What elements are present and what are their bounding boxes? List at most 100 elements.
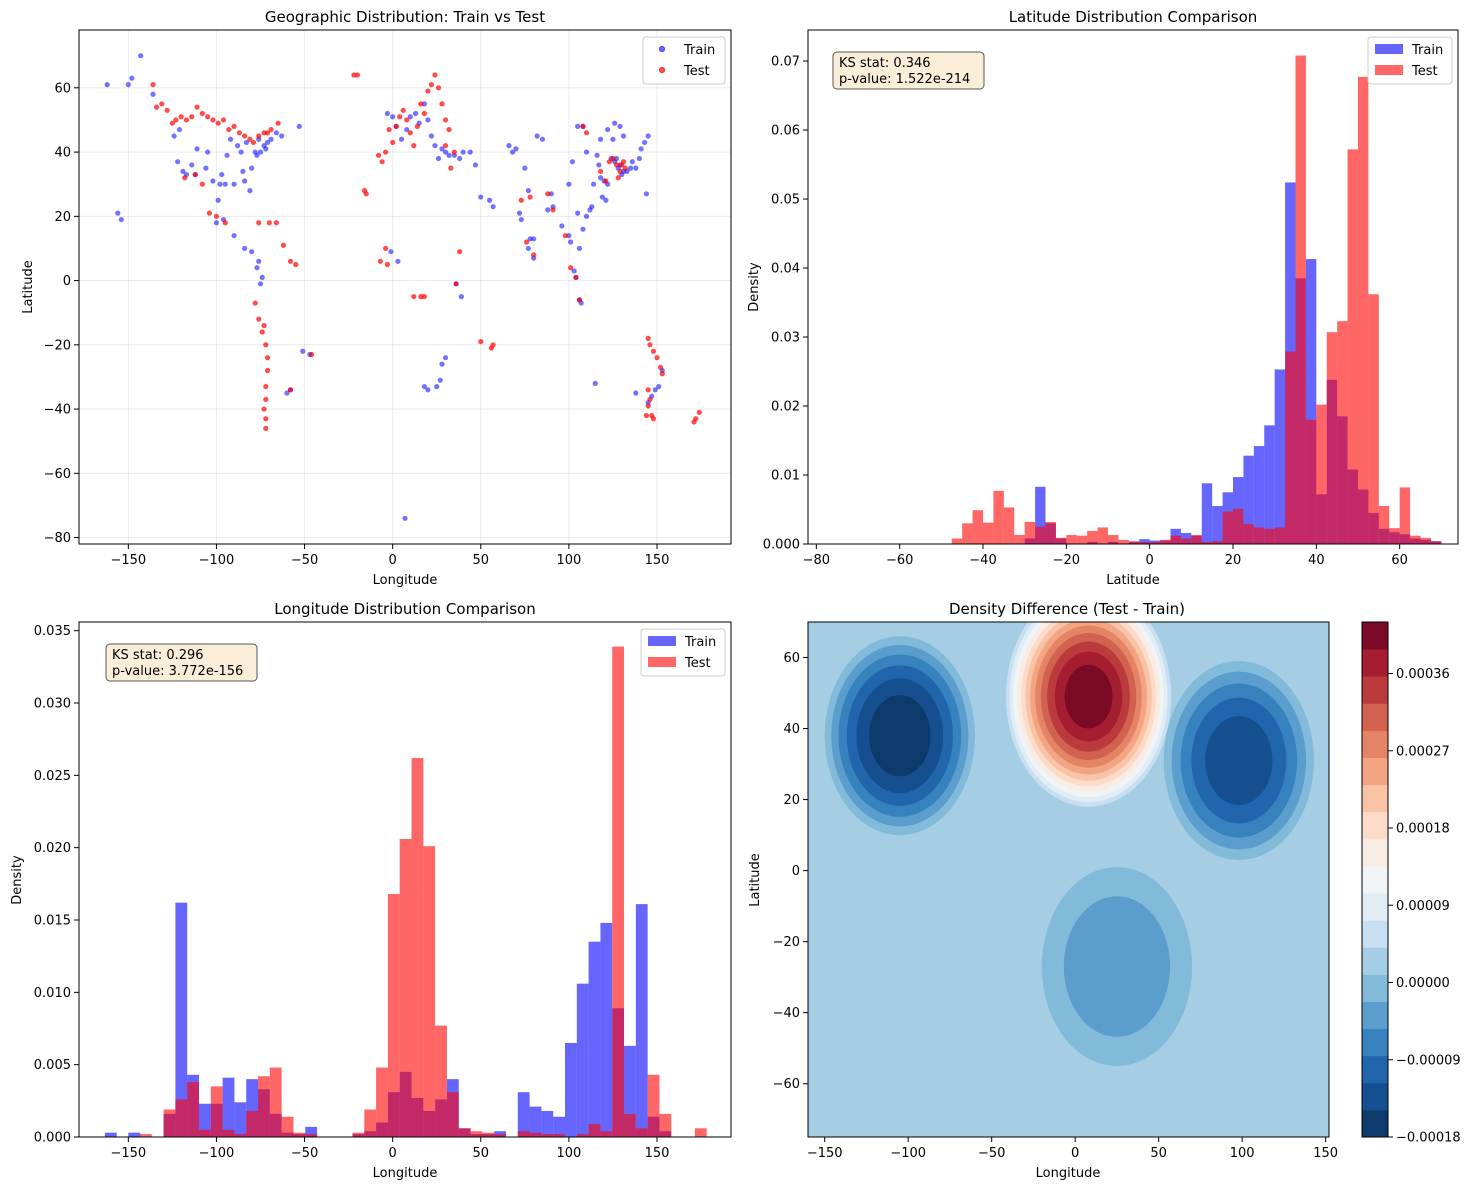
test-point [189, 114, 195, 120]
train-point [171, 133, 177, 139]
scatter-panel: Geographic Distribution: Train vs Test −… [21, 8, 732, 588]
train-point [545, 207, 551, 213]
latitude-hist-test-bar [1087, 530, 1098, 544]
test-point [645, 335, 651, 341]
test-point [659, 371, 665, 377]
latitude-hist-y-tick-label: 0.03 [771, 331, 800, 346]
test-point [418, 101, 424, 107]
test-point [226, 126, 232, 133]
test-point [414, 123, 420, 129]
longitude-hist-test-bar [293, 1132, 306, 1137]
test-point [263, 383, 269, 390]
longitude-hist-train-bar [541, 1110, 554, 1137]
scatter-y-tick-label: 60 [54, 81, 71, 96]
scatter-y-label: Latitude [21, 260, 36, 314]
longitude-hist-test-bar [234, 1134, 247, 1137]
longitude-hist-test-bar [694, 1128, 707, 1137]
test-point [610, 155, 616, 162]
latitude-hist-test-bar [993, 490, 1004, 544]
longitude-hist-test-bar [541, 1134, 554, 1137]
scatter-legend-train-marker [658, 45, 666, 53]
latitude-hist-test-bar [1420, 537, 1431, 544]
colorbar-level [1362, 893, 1388, 921]
train-point [652, 387, 658, 393]
latitude-hist-x-label: Latitude [1106, 573, 1160, 588]
longitude-hist-test-bar [269, 1067, 282, 1137]
train-point [486, 197, 493, 203]
density-diff-frame [807, 621, 1330, 1138]
test-point [264, 130, 271, 136]
test-point [442, 117, 449, 123]
density-diff-x-tick-label: −100 [890, 1146, 926, 1161]
test-point [250, 139, 257, 146]
test-point [242, 133, 248, 139]
train-point [610, 136, 616, 142]
train-point [467, 149, 473, 155]
train-point [457, 155, 463, 162]
test-point [263, 425, 269, 431]
longitude-hist-x-tick-label: −100 [199, 1146, 235, 1161]
latitude-hist-test-bar [1368, 294, 1379, 544]
latitude-hist-test-bar [1076, 535, 1088, 544]
train-point [234, 143, 241, 149]
latitude-hist-test-bar [1055, 537, 1067, 544]
latitude-legend-test-patch [1375, 65, 1403, 75]
test-point [153, 104, 160, 110]
longitude-hist-bars [104, 646, 707, 1137]
latitude-hist-test-bar [1253, 527, 1265, 544]
train-point [518, 216, 524, 223]
scatter-y-tick-label: 0 [63, 274, 71, 289]
train-point [472, 162, 479, 168]
test-point [390, 139, 396, 146]
train-point [509, 149, 516, 155]
train-point [603, 197, 609, 203]
test-point [404, 117, 410, 123]
test-point [643, 412, 650, 419]
latitude-hist-test-bar [1305, 419, 1317, 544]
latitude-hist-train-bar [1201, 483, 1213, 544]
latitude-hist-y-tick-label: 0.000 [763, 538, 800, 553]
test-point [432, 72, 438, 78]
test-point [617, 168, 623, 174]
longitude-hist-y-tick-label: 0.020 [34, 841, 71, 856]
density-diff-x-tick-label: −150 [807, 1146, 843, 1161]
test-point [518, 197, 524, 203]
train-point [256, 258, 262, 264]
longitude-hist-test-bar [376, 1067, 388, 1137]
density-diff-contour-level [1064, 664, 1113, 729]
train-point [439, 146, 445, 152]
longitude-hist-test-bar [210, 1086, 223, 1137]
train-point [531, 236, 537, 242]
test-point [183, 117, 190, 123]
longitude-legend-test-patch [648, 657, 676, 667]
longitude-hist-x-tick-label: −50 [291, 1146, 318, 1161]
train-point [388, 249, 394, 255]
train-point [589, 204, 595, 210]
scatter-y-tick-label: 20 [54, 210, 71, 225]
latitude-hist-train-bar [1264, 425, 1275, 544]
train-point [421, 383, 427, 390]
longitude-hist-test-bar [517, 1131, 530, 1137]
test-point [384, 261, 390, 268]
test-point [259, 329, 265, 335]
longitude-hist-test-bar [529, 1132, 542, 1137]
latitude-hist-test-bar [1066, 535, 1077, 544]
test-point [400, 107, 406, 113]
latitude-hist-test-bar [1191, 535, 1202, 544]
train-point [243, 139, 250, 146]
test-point [150, 82, 156, 88]
longitude-hist-test-bar [635, 1128, 648, 1137]
train-point [478, 194, 484, 200]
train-point [279, 133, 285, 139]
longitude-hist-x-tick-label: 100 [556, 1146, 581, 1161]
latitude-stats-frame [832, 51, 985, 90]
test-point [164, 107, 170, 113]
longitude-hist-y-tick-label: 0.010 [34, 986, 71, 1001]
scatter-legend-train: Train [683, 43, 715, 58]
test-point [645, 403, 651, 409]
test-point [182, 175, 188, 181]
longitude-hist-train-bar [517, 1092, 530, 1137]
latitude-hist-x-tick-label: 60 [1391, 553, 1408, 568]
longitude-hist-panel: Longitude Distribution Comparison −150 −1… [10, 600, 732, 1181]
